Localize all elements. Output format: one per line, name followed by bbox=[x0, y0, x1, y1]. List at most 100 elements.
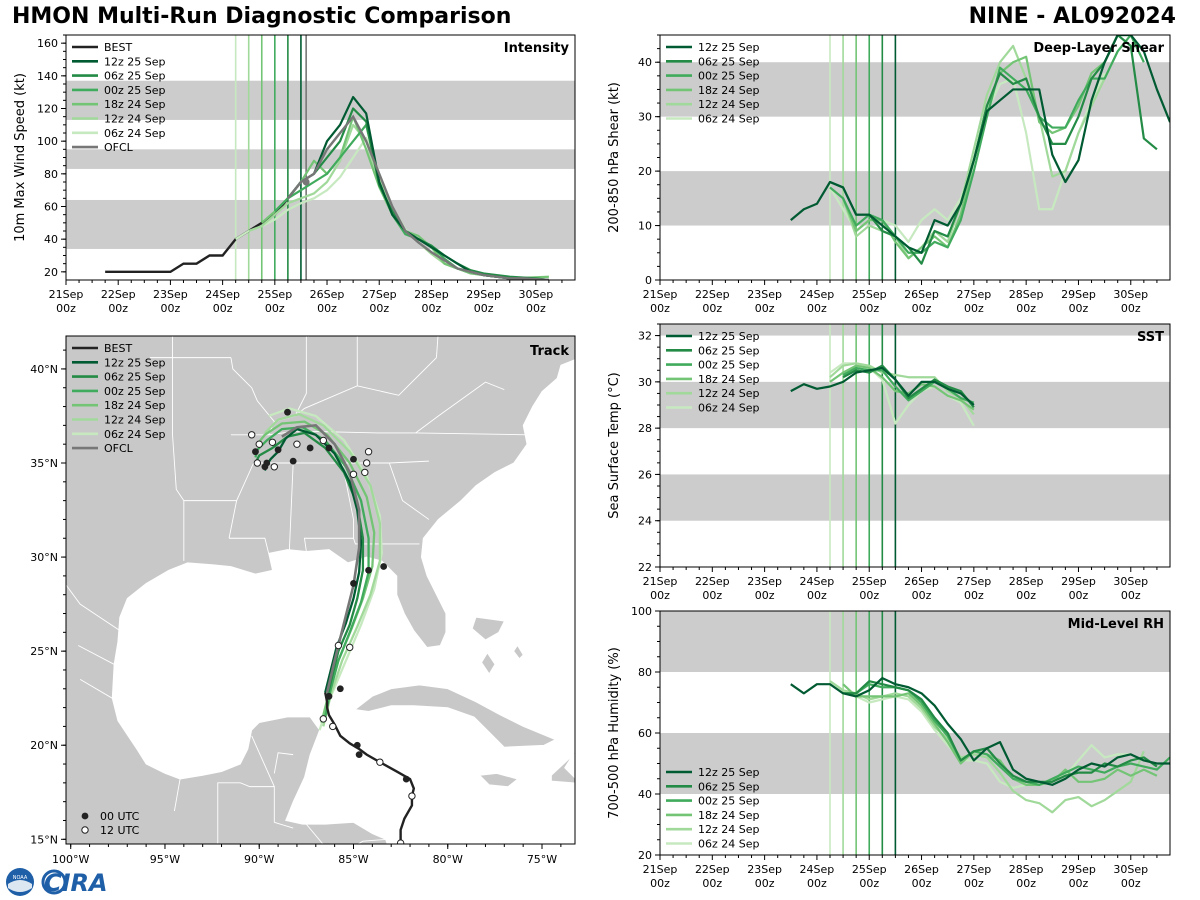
legend-label: 12z 25 Sep bbox=[698, 766, 760, 779]
threshold-band bbox=[660, 324, 1170, 336]
y-axis-label: 10m Max Wind Speed (kt) bbox=[13, 73, 28, 242]
legend-label: 00 UTC bbox=[100, 810, 140, 823]
x-tick-hour: 00z bbox=[1016, 589, 1036, 602]
axes-frame bbox=[659, 323, 1171, 568]
rh-panel: 2040608010021Sep00z22Sep00z23Sep00z24Sep… bbox=[607, 605, 1171, 890]
track-line bbox=[254, 426, 370, 718]
state-border bbox=[353, 538, 420, 545]
series-line bbox=[300, 95, 549, 280]
y-tick-label: 40 bbox=[638, 788, 652, 801]
track-point-12utc bbox=[319, 715, 328, 723]
y-tick-label: 22 bbox=[638, 561, 652, 574]
x-tick-day: 27Sep bbox=[362, 288, 397, 301]
x-tick-hour: 00z bbox=[807, 589, 827, 602]
sst-panel: 22242628303221Sep00z22Sep00z23Sep00z24Se… bbox=[607, 323, 1171, 602]
x-tick-day: 25Sep bbox=[852, 575, 887, 588]
x-tick-hour: 00z bbox=[964, 589, 984, 602]
x-tick-hour: 00z bbox=[807, 877, 827, 890]
x-tick-hour: 00z bbox=[1016, 877, 1036, 890]
x-tick-day: 21Sep bbox=[643, 575, 678, 588]
legend-label: OFCL bbox=[104, 141, 134, 154]
legend-label: 06z 25 Sep bbox=[104, 70, 166, 83]
shear-panel: 01020304021Sep00z22Sep00z23Sep00z24Sep00… bbox=[607, 34, 1171, 315]
best-series-line bbox=[105, 181, 302, 274]
x-tick-day: 24Sep bbox=[205, 288, 240, 301]
plot-area bbox=[660, 611, 1170, 855]
x-tick-hour: 00z bbox=[807, 302, 827, 315]
y-tick-label: 100 bbox=[631, 605, 652, 618]
x-tick-hour: 00z bbox=[650, 589, 670, 602]
threshold-band bbox=[66, 80, 575, 120]
state-border bbox=[230, 357, 275, 422]
x-tick-hour: 00z bbox=[912, 877, 932, 890]
great-lake bbox=[386, 314, 463, 331]
x-tick-day: 22Sep bbox=[695, 863, 730, 876]
cira-logo-text: CIRA bbox=[44, 869, 108, 897]
y-tick-label: 28 bbox=[638, 422, 652, 435]
legend-label: 18z 24 Sep bbox=[698, 809, 760, 822]
y-tick-label: 60 bbox=[638, 727, 652, 740]
track-point-00utc bbox=[380, 563, 388, 570]
x-tick-label: 75°W bbox=[527, 853, 557, 866]
x-tick-day: 28Sep bbox=[1009, 575, 1044, 588]
track-point-00utc bbox=[350, 580, 357, 587]
x-tick-hour: 00z bbox=[56, 302, 76, 315]
x-tick-hour: 00z bbox=[964, 877, 984, 890]
x-tick-day: 24Sep bbox=[800, 288, 835, 301]
legend-label: 00z 25 Sep bbox=[104, 385, 166, 398]
track-point-12utc bbox=[255, 440, 263, 448]
y-tick-label: 20 bbox=[44, 266, 58, 279]
ofcl-series-line bbox=[286, 114, 549, 280]
track-point-00utc bbox=[336, 685, 344, 693]
state-border bbox=[217, 782, 275, 844]
state-border bbox=[230, 430, 527, 436]
state-border bbox=[274, 821, 294, 829]
series-line bbox=[287, 107, 550, 280]
y-tick-label: 80 bbox=[638, 666, 652, 679]
track-point-12utc bbox=[376, 758, 384, 766]
legend-marker-12utc bbox=[81, 826, 89, 834]
x-tick-hour: 00z bbox=[702, 589, 722, 602]
x-tick-day: 26Sep bbox=[904, 575, 939, 588]
series-line bbox=[829, 680, 1131, 790]
land-hispaniola bbox=[551, 752, 575, 784]
x-tick-day: 25Sep bbox=[852, 288, 887, 301]
threshold-band bbox=[660, 733, 1170, 794]
land-jamaica bbox=[478, 773, 519, 788]
x-tick-hour: 00z bbox=[755, 589, 775, 602]
legend-label: 12z 25 Sep bbox=[104, 55, 166, 68]
panel-title: Intensity bbox=[504, 41, 570, 56]
x-tick-day: 28Sep bbox=[1009, 863, 1044, 876]
legend-label: 18z 24 Sep bbox=[104, 399, 166, 412]
ofcl-marker bbox=[302, 178, 310, 186]
state-border bbox=[288, 462, 294, 550]
series-line bbox=[790, 35, 1170, 254]
x-tick-hour: 00z bbox=[964, 302, 984, 315]
series-line bbox=[842, 683, 1158, 786]
y-tick-label: 140 bbox=[37, 70, 58, 83]
noaa-seal-text: NOAA bbox=[13, 875, 28, 881]
best-track-line bbox=[324, 692, 416, 844]
x-tick-hour: 00z bbox=[369, 302, 389, 315]
x-tick-label: 80°W bbox=[433, 853, 463, 866]
track-point-12utc bbox=[253, 459, 262, 467]
x-tick-hour: 00z bbox=[108, 302, 128, 315]
x-tick-day: 29Sep bbox=[466, 288, 501, 301]
legend-label: 18z 24 Sep bbox=[104, 98, 166, 111]
state-border bbox=[294, 336, 307, 417]
state-border bbox=[306, 823, 388, 844]
x-tick-day: 21Sep bbox=[643, 288, 678, 301]
x-tick-day: 29Sep bbox=[1061, 288, 1096, 301]
track-point-00utc bbox=[252, 448, 259, 456]
x-tick-day: 26Sep bbox=[310, 288, 345, 301]
map-area bbox=[66, 314, 575, 844]
x-tick-hour: 00z bbox=[1121, 877, 1141, 890]
x-tick-day: 29Sep bbox=[1061, 863, 1096, 876]
x-tick-day: 22Sep bbox=[101, 288, 136, 301]
land-bahamas-eleuthera bbox=[513, 644, 524, 660]
y-tick-label: 20 bbox=[638, 165, 652, 178]
y-tick-label: 80 bbox=[44, 168, 58, 181]
x-tick-hour: 00z bbox=[526, 302, 546, 315]
track-point-12utc bbox=[329, 722, 337, 731]
x-tick-day: 22Sep bbox=[695, 575, 730, 588]
